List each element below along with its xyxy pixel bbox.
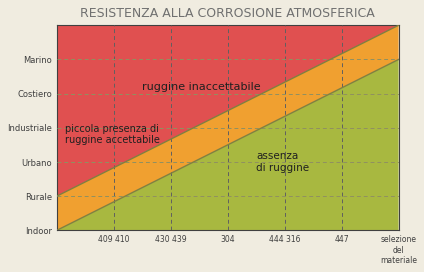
Text: ruggine inaccettabile: ruggine inaccettabile <box>142 82 261 92</box>
Polygon shape <box>57 60 399 230</box>
Text: assenza
di ruggine: assenza di ruggine <box>256 151 309 173</box>
Title: RESISTENZA ALLA CORROSIONE ATMOSFERICA: RESISTENZA ALLA CORROSIONE ATMOSFERICA <box>80 7 375 20</box>
Polygon shape <box>57 25 399 196</box>
Text: piccola presenza di
ruggine accettabile: piccola presenza di ruggine accettabile <box>65 124 160 146</box>
Polygon shape <box>57 25 399 230</box>
